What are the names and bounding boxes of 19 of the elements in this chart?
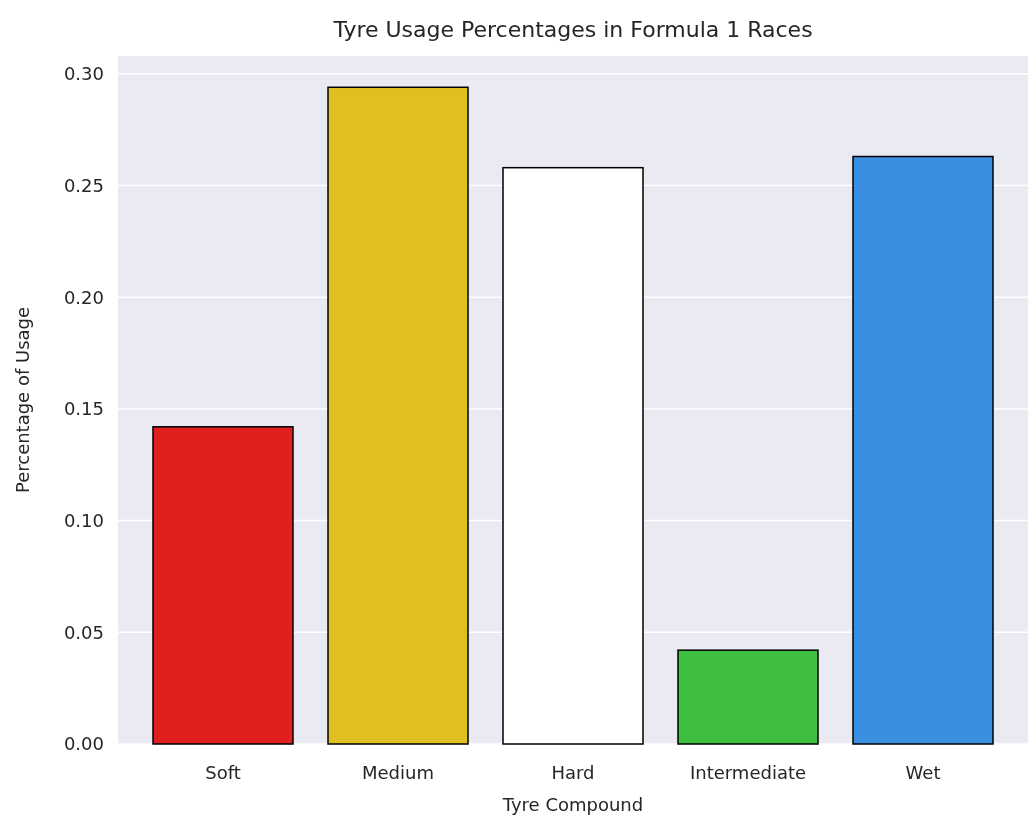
y-axis-title: Percentage of Usage [12,306,33,494]
y-tick-label: 0.25 [63,174,104,196]
x-tick-label: Wet [905,762,941,783]
y-tick-label: 0.10 [63,509,104,531]
x-tick-label: Intermediate [689,762,807,783]
y-tick-label: 0.20 [63,286,104,308]
x-tick-label: Hard [551,762,595,783]
chart-title: Tyre Usage Percentages in Formula 1 Races [332,17,813,42]
x-tick-label: Soft [205,762,241,783]
x-axis-title: Tyre Compound [501,794,644,815]
y-tick-label: 0.15 [63,398,104,420]
bar [677,649,819,745]
bar [152,426,294,745]
y-tick-label: 0.30 [63,63,104,85]
y-tick-label: 0.00 [63,733,104,755]
y-tick-label: 0.05 [63,621,104,643]
bar [327,86,469,745]
bar [852,155,994,745]
x-tick-label: Medium [362,762,434,783]
